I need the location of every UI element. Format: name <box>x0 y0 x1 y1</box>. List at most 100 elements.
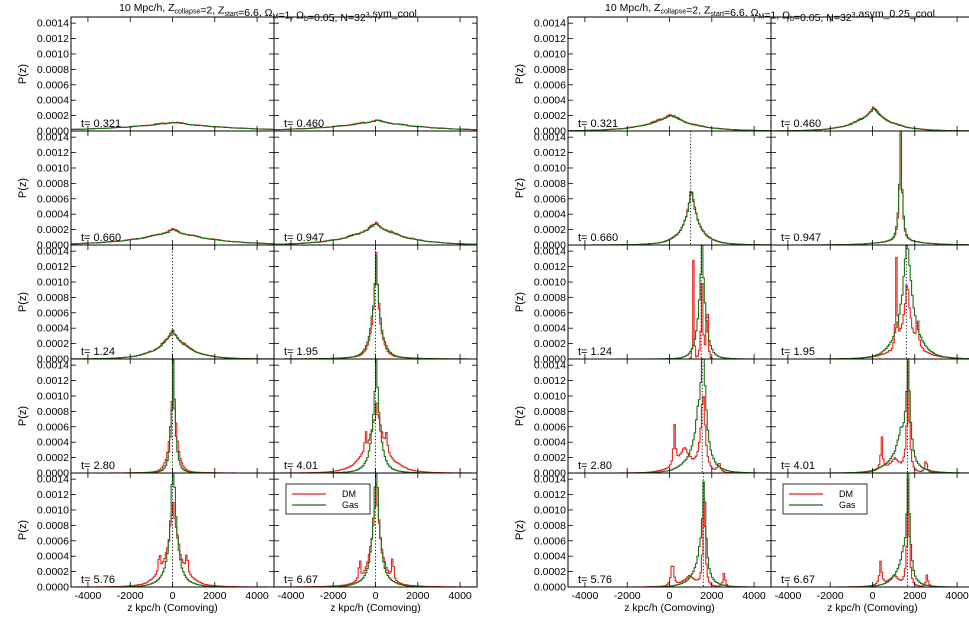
y-axis-label: P(z) <box>17 406 29 426</box>
y-axis-label: P(z) <box>514 292 526 312</box>
y-tick-label: 0.0002 <box>534 338 566 350</box>
y-tick-label: 0.0008 <box>37 64 69 76</box>
y-tick-label: 0.0012 <box>37 375 69 387</box>
time-label: t= 2.80 <box>578 460 612 472</box>
panel: 0.0000 0.0002 0.0004 0.0006 0.0008 0.0010 0.00… <box>17 130 275 252</box>
y-tick-label: 0.0010 <box>534 48 566 60</box>
panel-frame <box>567 16 772 132</box>
gas-curve <box>568 359 771 473</box>
time-label: t= 0.460 <box>781 118 821 130</box>
y-tick-label: 0.0012 <box>534 375 566 387</box>
y-tick-label: 0.0010 <box>37 390 69 402</box>
y-tick-label: 0.0008 <box>534 64 566 76</box>
x-tick-label: -4000 <box>774 590 801 602</box>
y-tick-label: 0.0006 <box>37 193 69 205</box>
title-part: =2, Z <box>686 5 711 17</box>
y-tick-label: 0.0002 <box>37 224 69 236</box>
legend-box <box>782 483 868 515</box>
x-tick-label: 4000 <box>245 590 269 602</box>
y-tick-label: 0.0014 <box>534 18 566 30</box>
y-tick-label: 0.0014 <box>534 246 566 258</box>
time-label: t= 0.947 <box>781 232 821 244</box>
y-tick-label: 0.0012 <box>534 147 566 159</box>
title-part: collapse <box>660 9 686 16</box>
y-tick-label: 0.0000 <box>37 240 69 252</box>
y-tick-label: 0.0006 <box>534 535 566 547</box>
y-axis-label: P(z) <box>514 406 526 426</box>
chart-title: 10 Mpc/h, Zcollapse=2, Zstart=6.6, ΩM=1,… <box>605 2 935 24</box>
x-tick-label: -2000 <box>614 590 641 602</box>
gas-curve <box>771 245 969 359</box>
time-label: t= 1.24 <box>578 346 612 358</box>
y-tick-label: 0.0014 <box>534 360 566 372</box>
time-label: t= 0.660 <box>81 232 121 244</box>
panel-frame <box>770 358 969 474</box>
x-tick-label: 0 <box>667 590 673 602</box>
y-tick-label: 0.0008 <box>37 178 69 190</box>
y-tick-label: 0.0004 <box>37 551 69 563</box>
chart-asymmetric: 10 Mpc/h, Zcollapse=2, Zstart=6.6, ΩM=1,… <box>514 2 969 614</box>
x-tick-label: 0 <box>170 590 176 602</box>
chart-title: 10 Mpc/h, Zcollapse=2, Zstart=6.6, ΩM=1,… <box>119 2 417 24</box>
title-part: ,sym_cool <box>370 8 417 20</box>
gas-curve <box>274 119 477 131</box>
panel-frame <box>273 130 478 246</box>
panel-frame <box>567 472 772 588</box>
title-part: =0.05, N=32 <box>794 12 852 24</box>
time-label: t= 1.95 <box>284 346 318 358</box>
panel: t= 1.95 <box>273 244 478 360</box>
y-tick-label: 0.0014 <box>37 246 69 258</box>
y-tick-label: 0.0002 <box>37 452 69 464</box>
title-part: =1, Ω <box>764 10 790 22</box>
y-tick-label: 0.0006 <box>37 79 69 91</box>
y-tick-label: 0.0010 <box>37 276 69 288</box>
y-tick-label: 0.0008 <box>37 292 69 304</box>
y-axis-label: P(z) <box>17 520 29 540</box>
gas-curve <box>274 222 477 245</box>
y-tick-label: 0.0000 <box>37 582 69 594</box>
panel: 0.0000 0.0002 0.0004 0.0006 0.0008 0.0010 0.00… <box>514 244 772 366</box>
x-tick-label: 4000 <box>742 590 766 602</box>
y-tick-label: 0.0014 <box>37 360 69 372</box>
x-tick-label: -4000 <box>74 590 101 602</box>
panel: t= 0.460 <box>273 16 478 132</box>
x-axis-label: z kpc/h (Comoving) <box>127 602 217 614</box>
panel-frame <box>273 16 478 132</box>
y-tick-label: 0.0006 <box>534 421 566 433</box>
y-tick-label: 0.0006 <box>534 193 566 205</box>
y-tick-label: 0.0014 <box>37 474 69 486</box>
legend-entry: Gas <box>342 500 359 510</box>
panel-frame <box>567 244 772 360</box>
y-tick-label: 0.0008 <box>534 292 566 304</box>
title-part: =1, Ω <box>278 10 304 22</box>
y-tick-label: 0.0004 <box>37 209 69 221</box>
title-part: 3 <box>366 12 370 19</box>
y-tick-label: 0.0002 <box>37 110 69 122</box>
time-label: t= 6.67 <box>781 574 815 586</box>
panel-frame <box>770 244 969 360</box>
y-tick-label: 0.0004 <box>534 551 566 563</box>
time-label: t= 0.460 <box>284 118 324 130</box>
time-label: t= 4.01 <box>781 460 815 472</box>
y-tick-label: 0.0014 <box>37 18 69 30</box>
title-part: 3 <box>852 12 856 19</box>
x-tick-label: 2000 <box>700 590 724 602</box>
panel: t= 0.947 <box>273 130 478 246</box>
y-tick-label: 0.0004 <box>37 437 69 449</box>
panel: 0.0000 0.0002 0.0004 0.0006 0.0008 0.0010 0.00… <box>514 16 772 138</box>
panel: t= 1.95 <box>770 244 969 360</box>
y-tick-label: 0.0012 <box>534 33 566 45</box>
y-axis-label: P(z) <box>17 64 29 84</box>
y-tick-label: 0.0006 <box>534 79 566 91</box>
time-label: t= 0.321 <box>81 118 121 130</box>
y-tick-label: 0.0010 <box>37 162 69 174</box>
y-tick-label: 0.0006 <box>534 307 566 319</box>
y-tick-label: 0.0002 <box>534 452 566 464</box>
x-tick-label: -2000 <box>117 590 144 602</box>
dm-curve <box>771 360 969 473</box>
y-tick-label: 0.0002 <box>37 338 69 350</box>
title-part: =0.05, N=32 <box>308 12 366 24</box>
gas-curve <box>771 359 969 473</box>
gas-curve <box>71 122 274 130</box>
